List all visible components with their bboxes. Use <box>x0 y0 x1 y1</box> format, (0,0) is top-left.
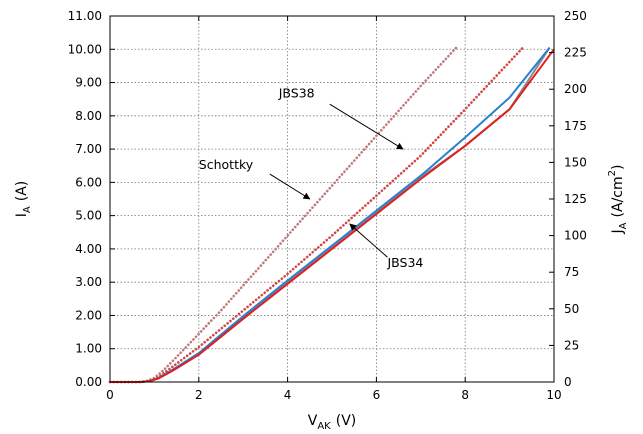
y-right-axis-title-sup: 2 <box>607 170 618 176</box>
series-line-1 <box>108 46 525 384</box>
y-left-axis-title-unit: (A) <box>14 181 30 202</box>
y-right-tick-label-9: 225 <box>564 46 587 60</box>
annotation-label-0: Schottky <box>199 157 254 172</box>
y-left-tick-label-7: 7.00 <box>75 142 102 156</box>
y-right-tick-label-3: 75 <box>564 265 579 279</box>
x-axis-title: VAK (V) <box>308 413 357 432</box>
series-line-3 <box>110 46 551 383</box>
ticks: 0 2 4 6 8 10 0.00 1.00 2.00 3.00 4.00 5.00 6.00 7.00 8… <box>68 9 587 402</box>
y-right-tick-label-7: 175 <box>564 119 587 133</box>
y-right-tick-label-2: 50 <box>564 302 579 316</box>
x-tick-label-4: 8 <box>461 388 469 402</box>
y-right-tick-label-5: 125 <box>564 192 587 206</box>
x-axis-title-sub: AK <box>317 421 331 432</box>
annotations: Schottky JBS38 JBS34 <box>199 86 424 271</box>
x-tick-label-0: 0 <box>106 388 114 402</box>
y-left-axis-title: IA (A) <box>14 181 33 218</box>
y-right-axis-title: JA (A/cm2) <box>607 165 629 235</box>
y-right-axis-title-sub: A <box>618 222 629 229</box>
y-right-tick-label-0: 0 <box>564 375 572 389</box>
y-left-tick-label-5: 5.00 <box>75 209 102 223</box>
y-left-tick-label-0: 0.00 <box>75 375 102 389</box>
annotation-arrow-1 <box>329 103 404 150</box>
y-left-tick-label-8: 8.00 <box>75 109 102 123</box>
y-left-tick-label-2: 2.00 <box>75 308 102 322</box>
series-layer <box>108 46 555 384</box>
annotation-arrow-0 <box>269 173 311 200</box>
y-right-tick-label-8: 200 <box>564 82 587 96</box>
y-left-tick-label-6: 6.00 <box>75 175 102 189</box>
y-right-tick-label-1: 25 <box>564 338 579 352</box>
grid <box>110 16 554 382</box>
x-tick-label-1: 2 <box>195 388 203 402</box>
y-left-axis-title-sub: A <box>22 206 33 213</box>
x-axis-title-unit: (V) <box>336 413 357 429</box>
y-right-axis-title-unit: (A/cm <box>610 176 626 217</box>
y-right-tick-label-4: 100 <box>564 229 587 243</box>
plot-frame <box>109 15 555 383</box>
y-left-axis-title-main: I <box>14 213 30 217</box>
y-left-tick-label-3: 3.00 <box>75 275 102 289</box>
x-tick-label-2: 4 <box>284 388 292 402</box>
annotation-label-1: JBS38 <box>278 86 315 101</box>
y-left-tick-label-1: 1.00 <box>75 342 102 356</box>
y-right-axis-title-close: ) <box>610 165 626 170</box>
x-tick-label-5: 10 <box>546 388 561 402</box>
x-tick-label-3: 6 <box>373 388 381 402</box>
y-left-tick-label-4: 4.00 <box>75 242 102 256</box>
annotation-arrow-2 <box>349 223 388 258</box>
series-line-2 <box>110 47 551 383</box>
y-right-tick-label-10: 250 <box>564 9 587 23</box>
x-axis-title-main: V <box>308 413 318 429</box>
y-left-tick-label-10: 10.00 <box>68 42 102 56</box>
y-left-tick-label-9: 9.00 <box>75 76 102 90</box>
y-left-tick-label-11: 11.00 <box>68 9 102 23</box>
series-line-4 <box>110 48 555 383</box>
y-right-tick-label-6: 150 <box>564 155 587 169</box>
annotation-label-2: JBS34 <box>387 255 424 270</box>
y-right-axis-title-main: J <box>610 229 626 234</box>
